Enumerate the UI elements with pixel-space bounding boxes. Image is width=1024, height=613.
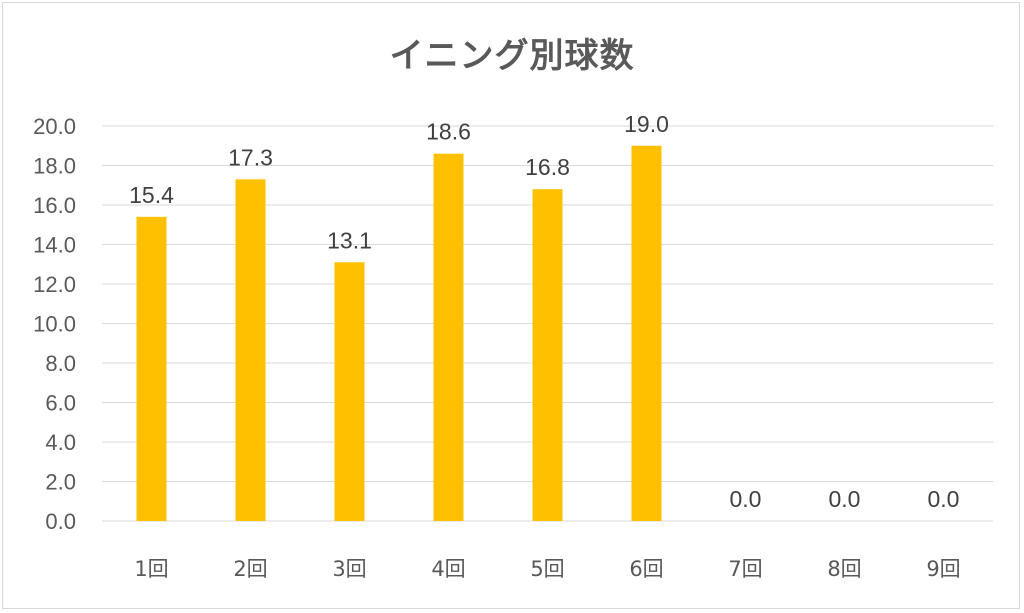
y-tick-label: 10.0	[33, 312, 76, 337]
data-label: 0.0	[829, 486, 861, 512]
y-tick-label: 14.0	[33, 233, 76, 258]
x-axis-category-labels: 1回 2回 3回 4回 5回 6回 7回 8回 9回	[134, 557, 960, 581]
x-category-label: 1回	[134, 557, 168, 581]
data-label: 13.1	[327, 227, 372, 253]
x-category-label: 9回	[926, 557, 960, 581]
data-label: 0.0	[928, 486, 960, 512]
data-label: 18.6	[426, 119, 471, 145]
bar	[631, 145, 662, 521]
data-label: 0.0	[730, 486, 762, 512]
y-tick-label: 12.0	[33, 272, 76, 297]
bar	[433, 153, 464, 521]
y-tick-label: 6.0	[45, 391, 76, 416]
data-label: 19.0	[624, 111, 669, 137]
y-tick-label: 4.0	[45, 430, 76, 455]
bars	[136, 145, 662, 521]
y-tick-label: 20.0	[33, 114, 76, 139]
y-tick-label: 18.0	[33, 154, 76, 179]
x-category-label: 5回	[530, 557, 564, 581]
data-label: 15.4	[129, 182, 174, 208]
y-axis-tick-labels: 0.0 2.0 4.0 6.0 8.0 10.0 12.0 14.0 16.0 18.0 20.0	[33, 114, 76, 534]
y-tick-label: 2.0	[45, 470, 76, 495]
data-label: 16.8	[525, 154, 570, 180]
x-category-label: 2回	[233, 557, 267, 581]
x-category-label: 8回	[827, 557, 861, 581]
data-label: 17.3	[228, 144, 273, 170]
bar	[136, 216, 167, 521]
bar	[532, 189, 563, 521]
x-category-label: 6回	[629, 557, 663, 581]
data-labels: 15.4 17.3 13.1 18.6 16.8 19.0 0.0 0.0 0.0	[129, 111, 959, 512]
x-category-label: 3回	[332, 557, 366, 581]
chart-title: イニング別球数	[389, 36, 635, 76]
y-tick-label: 16.0	[33, 193, 76, 218]
y-tick-label: 0.0	[45, 509, 76, 534]
x-category-label: 4回	[431, 557, 465, 581]
bar	[334, 262, 365, 521]
x-category-label: 7回	[728, 557, 762, 581]
bar	[235, 179, 266, 521]
y-tick-label: 8.0	[45, 351, 76, 376]
